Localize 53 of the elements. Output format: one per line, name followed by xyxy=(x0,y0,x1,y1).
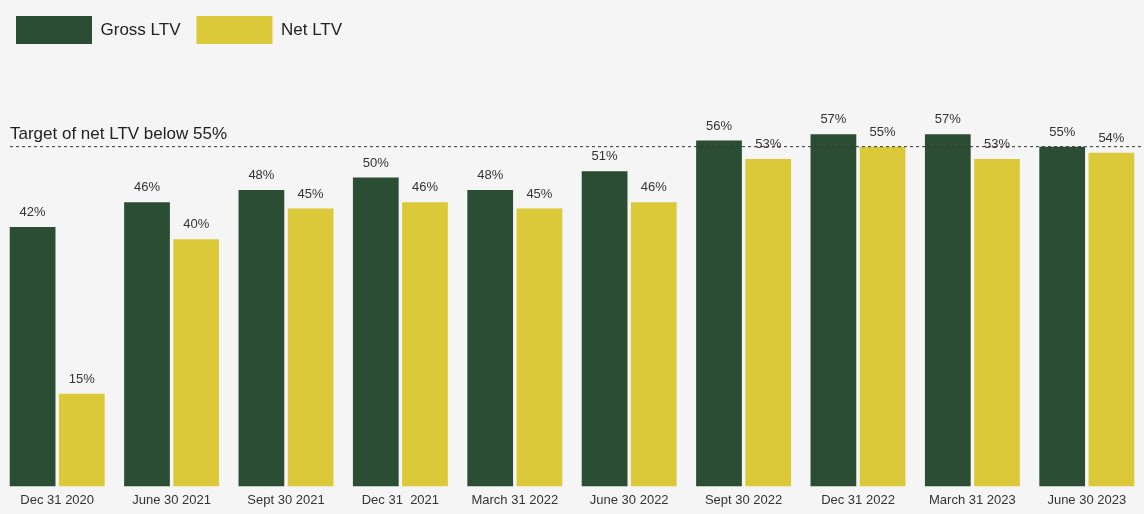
bar xyxy=(810,134,857,487)
x-tick-label: Dec 31 2022 xyxy=(821,491,895,507)
x-tick-label: Dec 31 2021 xyxy=(361,491,440,507)
data-label: 56% xyxy=(705,117,733,133)
x-tick-label: June 30 2023 xyxy=(1047,491,1127,507)
data-label: 45% xyxy=(526,185,553,201)
x-tick-label: Sept 30 2022 xyxy=(704,491,783,507)
data-label: 15% xyxy=(68,370,96,386)
x-tick-label: June 30 2021 xyxy=(132,491,211,507)
legend-label: Gross LTV xyxy=(100,19,182,39)
data-label: 55% xyxy=(869,123,897,139)
data-label: 57% xyxy=(934,111,962,127)
data-label: 57% xyxy=(820,111,847,127)
x-tick-label: Sept 30 2021 xyxy=(247,491,325,507)
bar xyxy=(352,177,399,487)
bar xyxy=(9,226,56,487)
data-label: 50% xyxy=(362,154,390,170)
data-label: 46% xyxy=(640,179,668,195)
data-label: 54% xyxy=(1098,129,1125,145)
data-label: 42% xyxy=(19,204,47,220)
ref-line-label: Target of net LTV below 55% xyxy=(10,123,228,143)
data-label: 48% xyxy=(477,166,504,182)
bar xyxy=(745,159,792,487)
data-label: 40% xyxy=(183,216,210,232)
bar xyxy=(124,202,170,487)
bar xyxy=(630,202,677,487)
data-label: 48% xyxy=(248,166,275,182)
bar xyxy=(859,146,906,487)
data-label: 53% xyxy=(755,136,782,152)
data-label: 45% xyxy=(297,185,325,201)
x-tick-label: March 31 2022 xyxy=(471,491,559,507)
x-tick-label: Dec 31 2020 xyxy=(20,491,95,507)
bar xyxy=(1039,146,1086,487)
bar xyxy=(238,189,285,487)
bar xyxy=(924,134,971,487)
bar xyxy=(467,189,514,487)
x-tick-label: June 30 2022 xyxy=(589,491,669,507)
data-label: 46% xyxy=(133,179,161,195)
bar xyxy=(1088,152,1135,487)
bar xyxy=(516,208,563,487)
bar xyxy=(581,171,628,487)
bar xyxy=(287,208,334,487)
bar xyxy=(974,159,1020,487)
legend-label: Net LTV xyxy=(280,19,343,39)
bar xyxy=(173,239,220,487)
x-tick-label: March 31 2023 xyxy=(929,491,1016,507)
data-label: 53% xyxy=(983,136,1011,152)
data-label: 55% xyxy=(1049,123,1076,139)
bar xyxy=(402,202,448,487)
bar xyxy=(58,393,105,487)
data-label: 46% xyxy=(411,179,439,195)
bar xyxy=(696,140,742,487)
data-label: 51% xyxy=(591,148,619,164)
